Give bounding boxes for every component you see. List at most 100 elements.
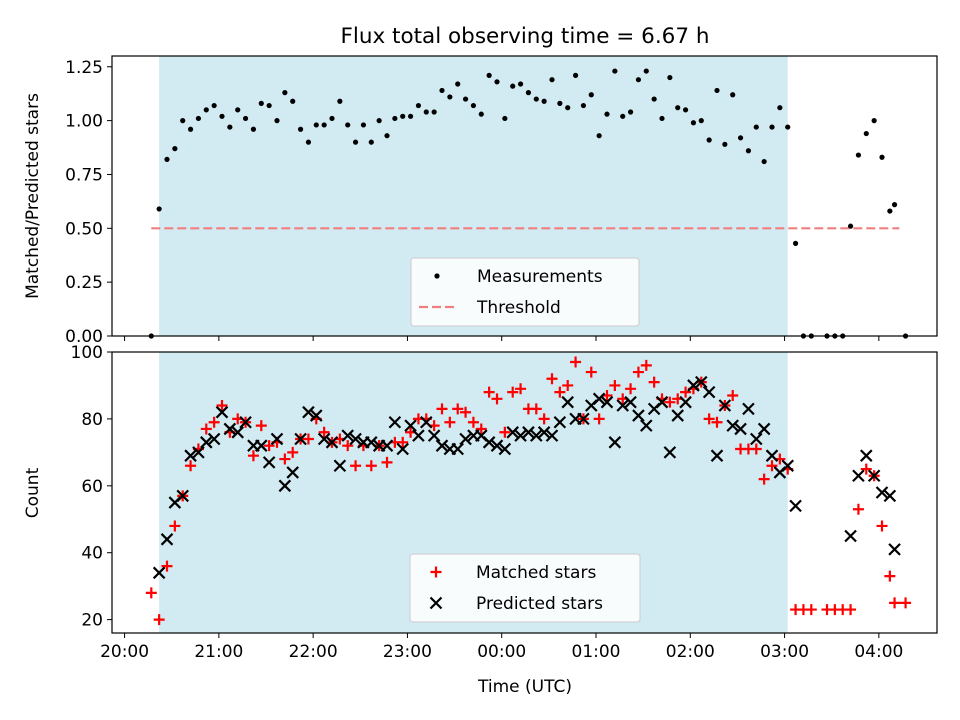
data-point (675, 105, 681, 111)
data-point (860, 449, 873, 462)
data-point (208, 416, 220, 428)
data-point (570, 356, 582, 368)
data-point (462, 96, 469, 102)
data-point (400, 113, 406, 119)
legend: Measurements Threshold (410, 257, 640, 327)
data-point (777, 105, 783, 111)
data-point (545, 429, 559, 442)
data-point (852, 503, 864, 515)
data-point (604, 111, 610, 117)
data-point (227, 124, 233, 130)
data-point (302, 433, 314, 445)
data-point (758, 473, 770, 485)
data-point (310, 409, 323, 422)
x-tick-label: 04:00 (854, 642, 903, 662)
data-point (792, 240, 799, 246)
x-tick-label: 01:00 (572, 642, 621, 662)
data-point (745, 148, 752, 154)
data-point (164, 156, 170, 162)
data-point (640, 419, 653, 432)
data-point (494, 79, 500, 85)
x-tick-label: 20:00 (100, 642, 149, 662)
data-point (436, 403, 448, 415)
data-point (153, 614, 165, 626)
y-tick-label: 1.25 (65, 58, 103, 78)
y-tick-label: 80 (81, 410, 103, 430)
data-point (287, 446, 299, 458)
data-point (247, 450, 259, 462)
series-predicted-stars (152, 375, 901, 580)
data-point (863, 130, 869, 137)
data-point (161, 560, 173, 572)
data-point (482, 436, 496, 449)
data-point (561, 395, 574, 409)
legend-marker-swatch (430, 566, 442, 578)
data-point (537, 426, 551, 439)
legend-label: Matched stars (476, 563, 596, 583)
data-point (215, 405, 229, 419)
data-point (486, 72, 492, 78)
data-point (360, 122, 367, 128)
data-point (407, 113, 414, 119)
data-point (498, 442, 512, 456)
data-point (620, 113, 626, 119)
data-point (152, 566, 166, 580)
data-point (404, 419, 417, 432)
data-point (855, 152, 862, 158)
data-point (451, 442, 464, 456)
data-point (562, 379, 574, 391)
data-point (876, 520, 888, 532)
data-point (321, 122, 327, 128)
data-point (470, 102, 477, 109)
data-point (680, 386, 692, 398)
data-point (396, 442, 409, 456)
data-point (695, 375, 708, 389)
data-point (766, 460, 778, 472)
y-tick-label: 0.25 (65, 273, 103, 293)
data-point (554, 386, 566, 398)
data-point (475, 423, 487, 435)
data-point (337, 98, 343, 104)
data-point (200, 423, 212, 435)
data-point (867, 469, 881, 483)
data-point (530, 429, 543, 442)
data-point (180, 118, 186, 124)
data-point (769, 124, 775, 130)
data-point (515, 383, 527, 395)
data-point (522, 426, 535, 439)
data-point (381, 456, 393, 468)
plot-area: 0.00 0.25 0.50 0.75 1.00 1.25 Measurements Thre… (65, 55, 938, 662)
data-point (889, 597, 901, 609)
data-point (546, 373, 558, 385)
data-point (490, 439, 504, 452)
data-point (659, 115, 665, 122)
data-point (750, 432, 763, 446)
axes-frame (111, 55, 938, 337)
data-point (533, 96, 539, 102)
data-point (365, 436, 378, 449)
data-point (325, 436, 339, 449)
data-point (266, 102, 272, 109)
data-point (333, 459, 347, 473)
data-point (499, 426, 511, 438)
panel-2: 20 40 60 80 100 20:00 21:00 22:00 23:00 00:00 01:0… (71, 343, 938, 662)
data-point (216, 400, 228, 412)
data-point (612, 68, 618, 74)
data-point (376, 118, 382, 124)
data-point (207, 432, 221, 446)
data-point (435, 439, 449, 452)
data-point (223, 422, 237, 436)
data-point (845, 604, 857, 616)
legend-marker-swatch (429, 596, 443, 610)
data-point (690, 120, 697, 126)
data-point (627, 109, 634, 115)
data-point (439, 87, 445, 94)
data-point (730, 92, 736, 98)
data-point (169, 520, 181, 532)
data-point (427, 429, 441, 442)
data-point (608, 436, 622, 449)
data-point (549, 77, 555, 83)
panel-1: 0.00 0.25 0.50 0.75 1.00 1.25 Measurements Thre… (65, 55, 938, 347)
data-point (891, 202, 898, 208)
data-point (192, 446, 205, 459)
